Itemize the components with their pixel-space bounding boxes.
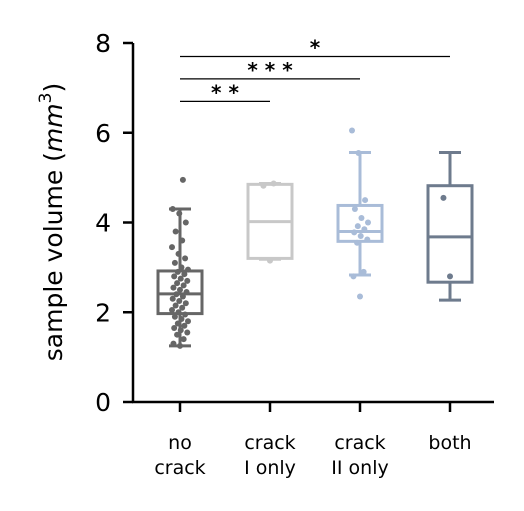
data-point-0-41 [176, 210, 183, 217]
plot-area: 0 2 4 6 8 no crack crack I only crack II only both *… [95, 29, 494, 479]
data-point-0-24 [170, 284, 177, 291]
data-point-0-12 [182, 311, 189, 318]
data-point-2-14 [349, 127, 355, 134]
y-axis-title-main: sample volume ( [39, 152, 68, 361]
data-point-0-37 [169, 244, 175, 251]
y-tick-label-3: 6 [95, 119, 111, 148]
data-point-0-9 [185, 318, 191, 325]
significance-label-2: * [310, 35, 321, 59]
data-point-0-22 [183, 289, 190, 296]
data-point-2-10 [358, 215, 365, 222]
data-point-0-35 [182, 255, 189, 262]
svg-text:sample volume (mm3): sample volume (mm3) [36, 83, 68, 361]
category-label-0-line2: crack [154, 457, 205, 479]
data-point-0-34 [171, 259, 178, 266]
data-point-0-27 [184, 277, 191, 284]
data-point-0-21 [173, 291, 180, 298]
data-point-3-1 [440, 194, 447, 201]
data-point-0-29 [171, 273, 178, 280]
data-point-0-6 [171, 324, 178, 331]
data-point-1-2 [270, 180, 277, 187]
data-point-0-13 [175, 309, 182, 316]
data-point-0-10 [178, 315, 185, 322]
y-axis-title: sample volume (mm3) [36, 83, 68, 361]
data-point-0-19 [169, 295, 176, 302]
data-point-0-3 [174, 331, 181, 338]
data-point-1-0 [267, 257, 273, 264]
data-point-2-0 [357, 293, 363, 300]
significance-label-1: * * * [247, 58, 293, 82]
data-point-2-7 [361, 226, 368, 233]
data-point-0-15 [179, 304, 186, 311]
data-point-0-26 [174, 280, 181, 287]
data-point-2-8 [354, 223, 361, 230]
data-point-0-18 [176, 298, 183, 305]
y-tick-label-2: 4 [95, 209, 111, 238]
data-point-0-42 [169, 206, 176, 213]
data-point-0-40 [182, 219, 189, 226]
data-point-0-23 [177, 286, 183, 293]
box-3 [426, 184, 474, 284]
data-point-0-30 [181, 271, 188, 278]
data-point-0-11 [171, 313, 178, 320]
data-point-0-1 [170, 340, 177, 347]
data-point-0-38 [179, 237, 186, 244]
data-point-0-14 [169, 307, 175, 314]
category-label-1-line2: I only [244, 457, 296, 479]
data-point-1-1 [260, 182, 267, 189]
y-tick-label-4: 8 [95, 29, 111, 58]
data-point-2-13 [355, 149, 362, 156]
data-point-2-9 [365, 219, 371, 226]
data-point-2-1 [350, 273, 357, 280]
data-point-0-0 [177, 342, 183, 349]
data-point-0-20 [179, 293, 186, 300]
data-point-0-25 [180, 282, 187, 289]
data-point-2-4 [364, 236, 371, 243]
y-tick-label-1: 2 [95, 298, 111, 327]
data-point-2-2 [360, 268, 367, 275]
data-point-0-2 [180, 336, 187, 343]
category-label-1-line1: crack [244, 432, 295, 454]
data-point-0-33 [178, 264, 185, 271]
data-point-0-39 [172, 228, 179, 235]
data-point-2-11 [351, 206, 358, 213]
data-point-0-28 [177, 275, 184, 282]
data-point-0-16 [172, 302, 179, 309]
data-point-0-7 [181, 322, 188, 329]
data-point-0-5 [177, 327, 184, 334]
category-label-2-line1: crack [334, 432, 385, 454]
data-point-2-5 [357, 232, 364, 239]
data-point-3-0 [447, 273, 453, 280]
category-label-2-line2: II only [331, 457, 388, 479]
data-point-0-4 [184, 329, 191, 336]
significance-label-0: * * [211, 80, 239, 104]
data-point-0-43 [179, 176, 186, 183]
data-point-2-3 [354, 239, 361, 246]
data-point-0-17 [182, 300, 189, 307]
data-point-2-6 [351, 229, 358, 236]
y-axis-title-exponent: 3 [36, 93, 56, 104]
data-point-0-31 [174, 268, 181, 275]
box-2 [336, 203, 384, 243]
y-axis-title-close: ) [39, 83, 68, 93]
data-point-0-32 [185, 266, 191, 273]
y-tick-label-0: 0 [95, 388, 111, 417]
data-point-0-36 [175, 250, 182, 257]
y-axis-title-unit: mm [39, 103, 68, 152]
category-label-0-line1: no [168, 432, 192, 454]
data-point-2-12 [362, 197, 369, 204]
category-label-3-line1: both [428, 432, 471, 454]
data-point-0-8 [174, 320, 181, 327]
